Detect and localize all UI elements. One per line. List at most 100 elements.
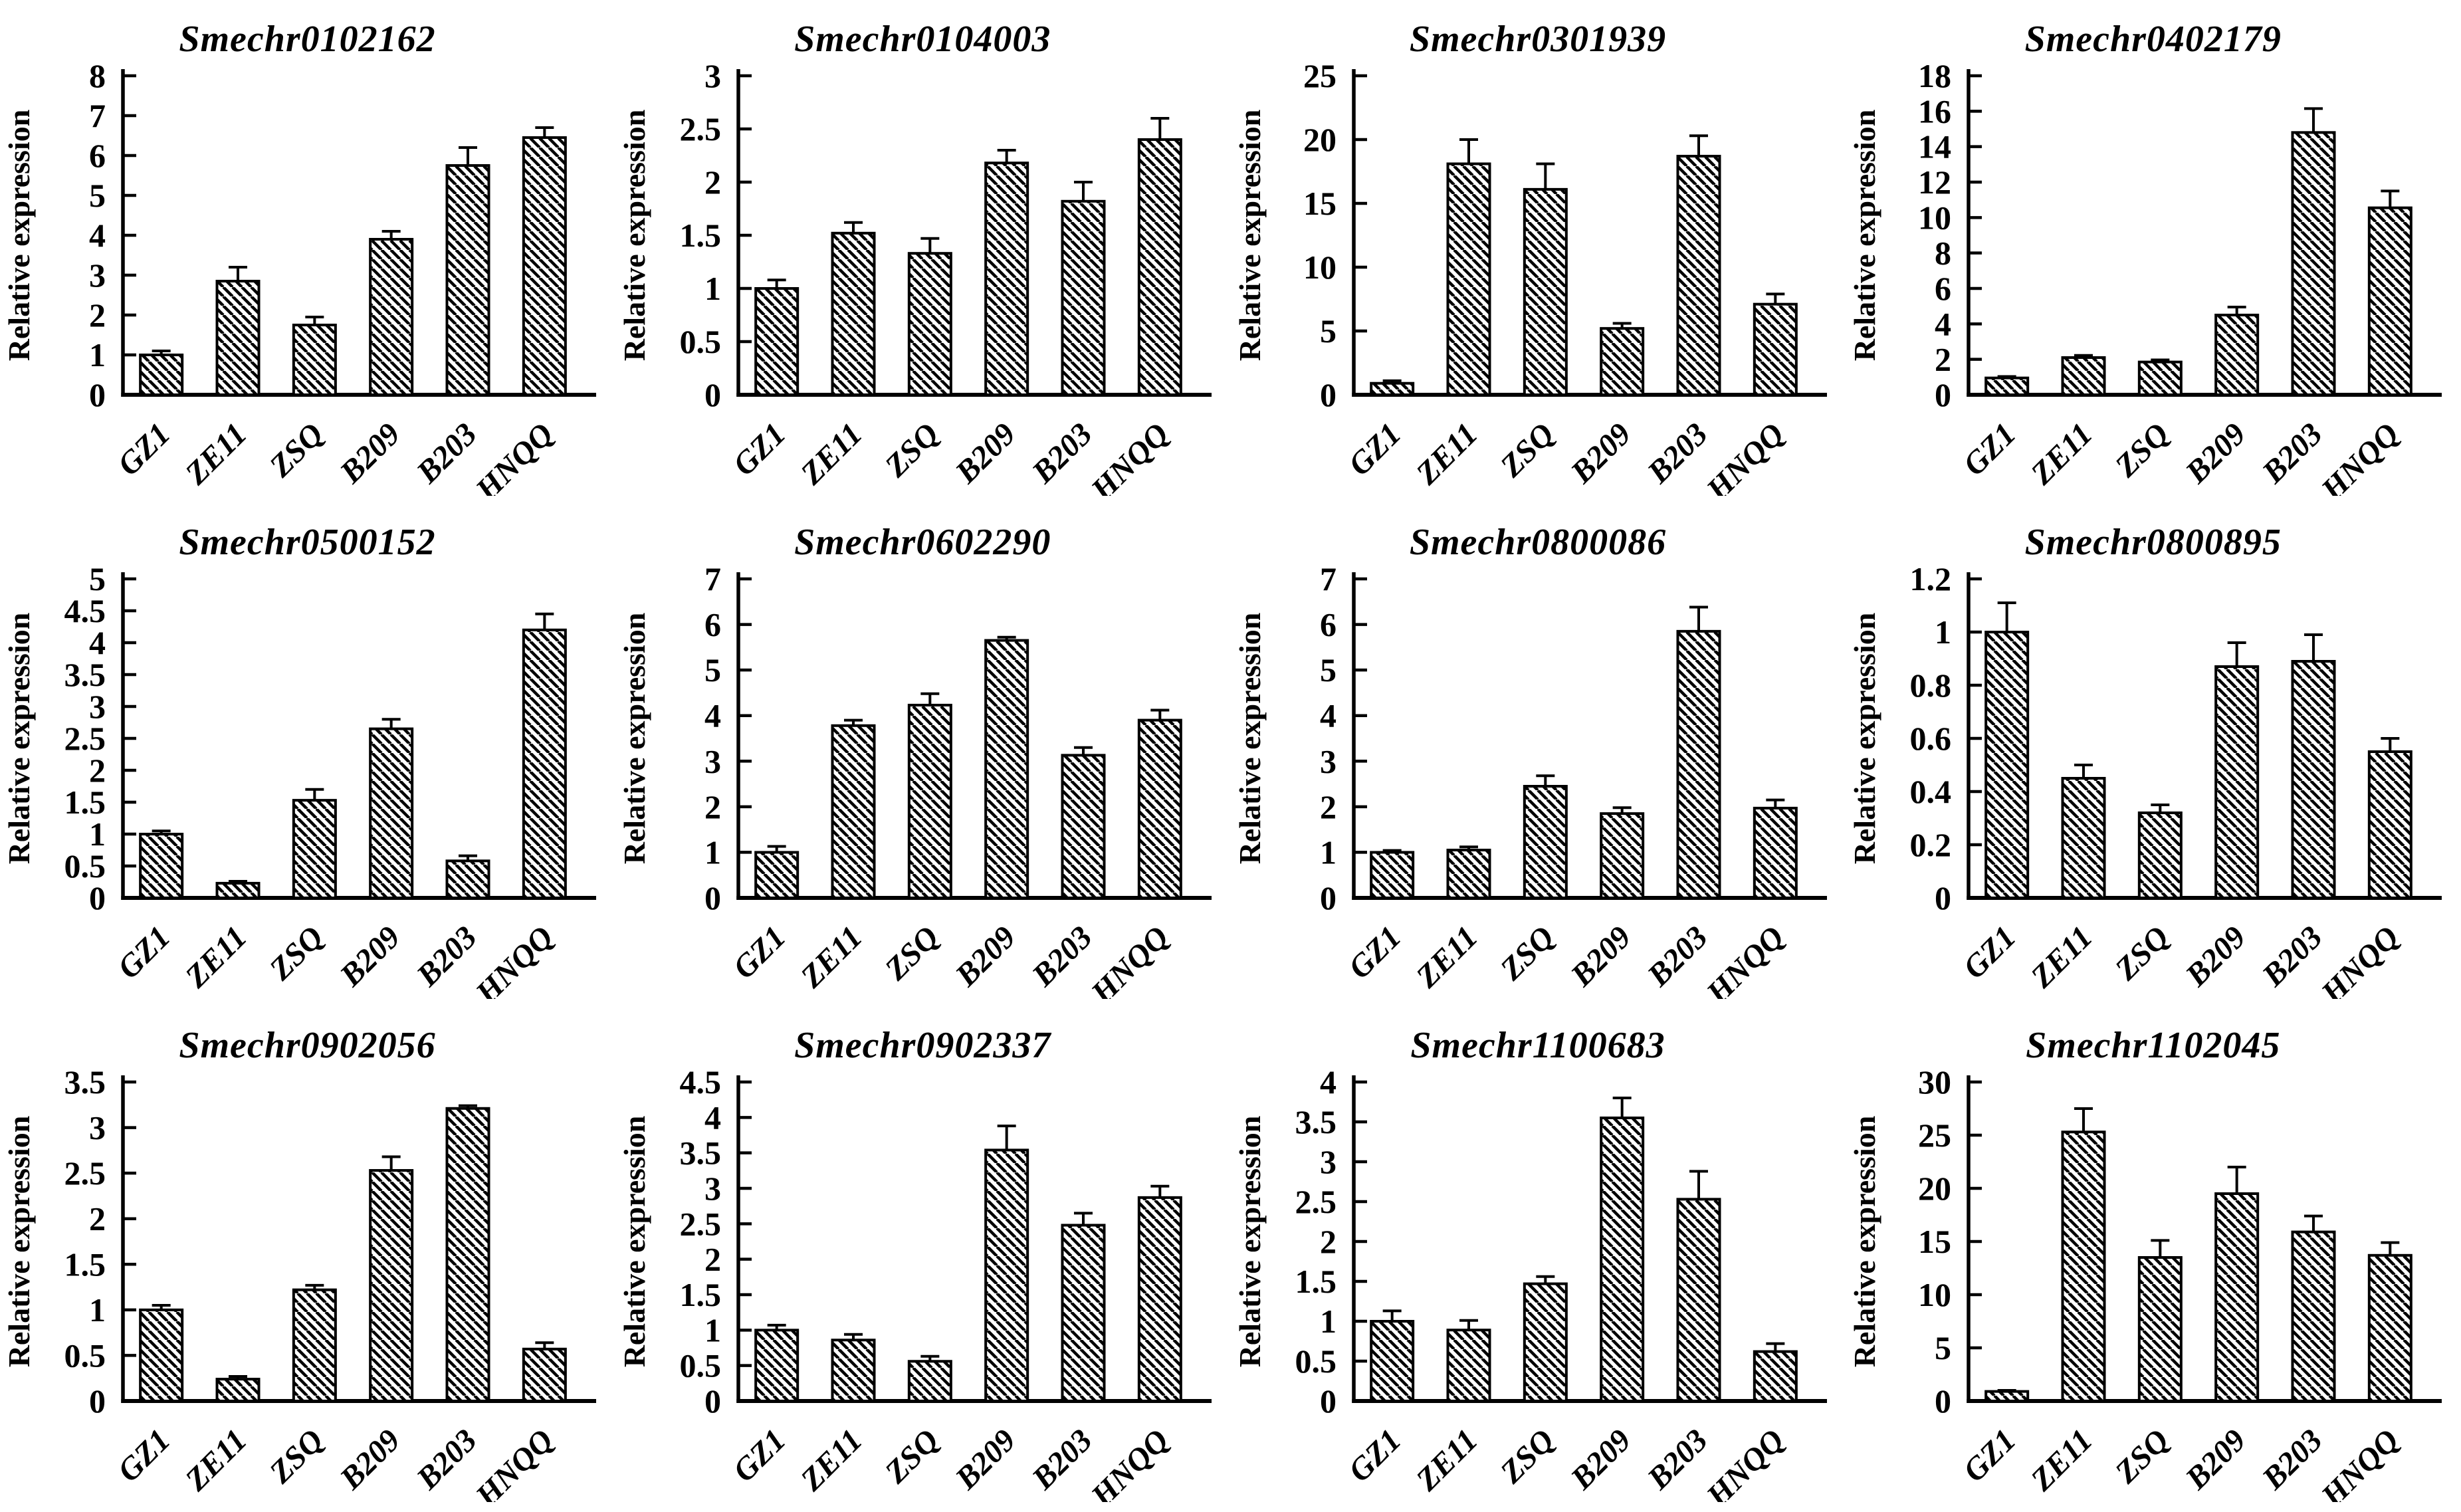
y-tick-label: 6 (704, 606, 721, 643)
category-label: GZ1 (1957, 416, 2023, 483)
bar (139, 833, 184, 899)
y-tick-label: 1.5 (64, 784, 106, 821)
bar (292, 1288, 337, 1402)
chart-smechr0902056: Smechr0902056 Relative expression 0 0.5 1 1.… (0, 1009, 615, 1512)
y-tick-label: 25 (1918, 1117, 1951, 1154)
bar (1446, 849, 1491, 899)
bar (1137, 138, 1182, 396)
category-label: ZE11 (794, 919, 869, 995)
bar (522, 1347, 567, 1403)
chart-plot: Relative expression 0 0.5 1 1.5 2 2.5 3 3.5 4 GZ1 Z… (1231, 1063, 1846, 1512)
category-label: B209 (333, 416, 407, 490)
category-label: B209 (948, 416, 1022, 490)
y-tick-label: 1.5 (1295, 1263, 1337, 1300)
y-axis-title: Relative expression (1233, 1116, 1267, 1368)
y-tick-label: 0 (704, 1382, 721, 1420)
category-label: HNQQ (469, 919, 560, 999)
bar-chart-svg: Relative expression 0 1 2 3 4 5 6 7 GZ1 ZE11 ZSQ B20… (1233, 560, 1827, 1011)
y-tick-label: 2 (704, 788, 721, 825)
y-tick-label: 15 (1303, 185, 1337, 222)
bar (2214, 314, 2260, 396)
y-axis-title: Relative expression (1848, 613, 1881, 865)
y-tick-label: 5 (704, 651, 721, 689)
bar (1446, 162, 1491, 396)
y-tick-label: 2.5 (64, 1154, 106, 1192)
chart-title: Smechr0800895 (2024, 522, 2282, 563)
bar (1446, 1329, 1491, 1403)
y-tick-label: 7 (704, 567, 721, 597)
y-tick-label: 3 (1320, 1143, 1337, 1180)
bar (831, 1339, 876, 1402)
category-label: ZE11 (2024, 919, 2099, 995)
bar (445, 859, 490, 900)
y-axis-title: Relative expression (617, 110, 651, 362)
y-tick-label: 1 (89, 815, 106, 853)
bar (1753, 302, 1798, 396)
category-label: B209 (1563, 919, 1638, 994)
y-tick-label: 12 (1918, 163, 1951, 201)
category-label: GZ1 (726, 919, 793, 986)
y-tick-label: 0 (1935, 376, 1951, 413)
y-tick-label: 5 (89, 567, 106, 597)
y-tick-label: 3 (704, 64, 721, 94)
bar (1369, 1320, 1414, 1402)
chart-plot: Relative expression 0 0.5 1 1.5 2 2.5 3 GZ1 ZE11 Z… (615, 57, 1230, 508)
y-tick-label: 14 (1918, 128, 1951, 165)
bar (831, 724, 876, 900)
chart-smechr0402179: Smechr0402179 Relative expression 0 2 4 6 8 10… (1846, 3, 2460, 508)
y-tick-label: 18 (1918, 64, 1951, 94)
y-tick-label: 4 (89, 624, 106, 661)
bar-chart-svg: Relative expression 0 0.5 1 1.5 2 2.5 3 3.5 GZ1 ZE… (2, 1063, 596, 1512)
bar (1599, 327, 1644, 396)
category-label: GZ1 (1957, 919, 2023, 986)
chart-smechr0902337: Smechr0902337 Relative expression 0 0.5 1 1.… (615, 1009, 1230, 1512)
bar (1676, 1198, 1721, 1402)
y-axis-title: Relative expression (2, 110, 36, 362)
category-label: HNQQ (1084, 1422, 1176, 1502)
category-label: ZE11 (794, 416, 869, 492)
bar (907, 252, 952, 397)
y-tick-label: 5 (1935, 1329, 1951, 1366)
category-label: GZ1 (1341, 1422, 1408, 1489)
y-axis-title: Relative expression (1233, 613, 1267, 865)
y-tick-label: 0.5 (64, 847, 106, 885)
y-tick-label: 0 (89, 879, 106, 917)
category-label: HNQQ (1084, 919, 1176, 999)
y-tick-label: 16 (1918, 92, 1951, 130)
y-tick-label: 3 (89, 257, 106, 294)
chart-smechr1102045: Smechr1102045 Relative expression 0 5 10 15 2… (1846, 1009, 2460, 1512)
category-label: ZSQ (2108, 1422, 2176, 1490)
category-label: ZSQ (878, 416, 946, 484)
y-tick-label: 0 (704, 376, 721, 413)
bar (1676, 154, 1721, 397)
y-tick-label: 0 (704, 879, 721, 917)
chart-title: Smechr0602290 (794, 522, 1051, 563)
y-tick-label: 4 (1320, 1070, 1337, 1101)
category-label: ZE11 (1409, 416, 1485, 492)
category-label: GZ1 (111, 919, 177, 986)
y-tick-label: 1.5 (679, 217, 721, 254)
bar (369, 238, 414, 396)
category-label: ZE11 (178, 416, 254, 492)
bar (1061, 1224, 1106, 1402)
category-label: HNQQ (2314, 1422, 2406, 1502)
y-tick-label: 10 (1303, 249, 1337, 286)
y-tick-label: 1 (89, 1291, 106, 1329)
category-label: ZE11 (1409, 919, 1485, 995)
y-tick-label: 2 (1935, 341, 1951, 378)
y-tick-label: 0 (1320, 376, 1337, 413)
bar (445, 164, 490, 396)
y-tick-label: 0.5 (679, 1347, 721, 1384)
y-tick-label: 7 (89, 97, 106, 134)
bar (369, 727, 414, 899)
bar (522, 136, 567, 396)
y-tick-label: 3 (89, 1109, 106, 1146)
chart-title: Smechr0402179 (2024, 19, 2282, 60)
chart-title: Smechr0500152 (179, 522, 436, 563)
category-label: ZSQ (1493, 1422, 1560, 1490)
bar (369, 1169, 414, 1402)
chart-plot: Relative expression 0 5 10 15 20 25 30 GZ1 ZE11 ZS… (1846, 1063, 2460, 1512)
category-label: B209 (1563, 1422, 1638, 1497)
y-tick-label: 1.5 (679, 1276, 721, 1313)
